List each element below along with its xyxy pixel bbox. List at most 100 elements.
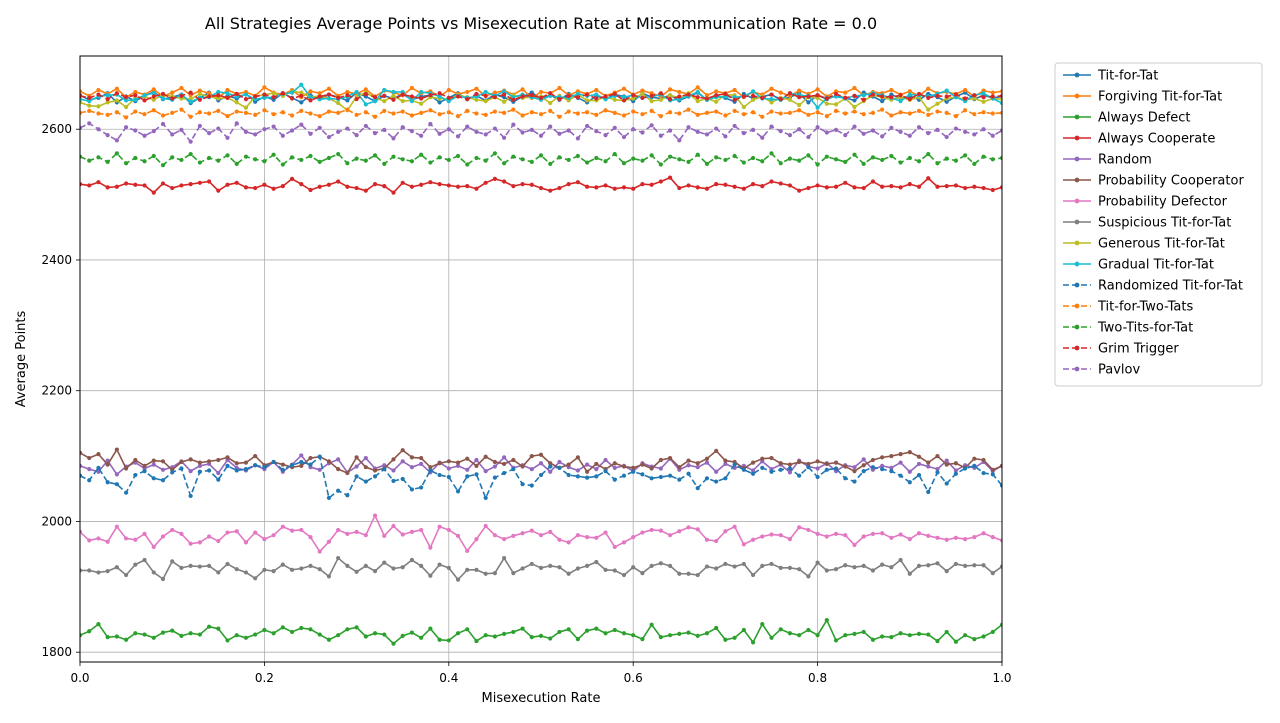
data-point: [852, 152, 857, 157]
data-point: [142, 632, 147, 637]
data-point: [944, 569, 949, 574]
data-point: [944, 629, 949, 635]
data-point: [326, 155, 332, 161]
legend-label: Forgiving Tit-for-Tat: [1098, 90, 1222, 105]
data-point: [944, 134, 949, 140]
data-point: [548, 91, 553, 96]
data-point: [382, 161, 387, 166]
data-point: [455, 184, 461, 189]
data-point: [806, 461, 811, 467]
data-point: [216, 126, 221, 131]
data-point: [981, 110, 986, 115]
data-point: [714, 99, 719, 104]
data-point: [170, 132, 175, 137]
data-point: [124, 536, 129, 541]
data-point: [345, 563, 350, 569]
data-point: [686, 471, 691, 476]
data-point: [916, 91, 922, 97]
data-point: [511, 122, 516, 127]
data-point: [815, 162, 820, 167]
data-point: [179, 93, 184, 98]
data-point: [557, 114, 562, 119]
data-point: [880, 99, 885, 104]
data-point: [953, 92, 959, 97]
data-point: [677, 185, 682, 191]
data-point: [206, 624, 212, 629]
data-point: [502, 110, 507, 115]
data-point: [474, 537, 479, 542]
data-point: [160, 467, 166, 472]
legend-marker: [1074, 366, 1080, 372]
x-tick-label: 0.4: [439, 671, 458, 685]
data-point: [861, 563, 866, 569]
data-point: [981, 185, 986, 191]
data-point: [603, 183, 608, 188]
data-point: [197, 463, 202, 468]
data-point: [308, 89, 313, 94]
data-point: [907, 469, 912, 474]
data-point: [363, 87, 368, 92]
legend-label: Always Defect: [1098, 111, 1191, 126]
data-point: [289, 176, 295, 181]
data-point: [704, 93, 710, 98]
data-point: [714, 155, 719, 160]
data-point: [658, 91, 663, 96]
data-point: [557, 97, 562, 102]
data-point: [216, 96, 221, 101]
data-point: [280, 183, 285, 189]
data-point: [446, 466, 451, 471]
data-point: [225, 95, 230, 100]
data-point: [704, 564, 710, 569]
data-point: [898, 452, 903, 457]
data-point: [465, 162, 470, 167]
data-point: [419, 152, 424, 157]
data-point: [640, 95, 645, 100]
data-point: [345, 89, 350, 95]
data-point: [455, 134, 461, 139]
data-point: [80, 529, 83, 535]
data-point: [400, 180, 405, 185]
data-point: [999, 93, 1002, 98]
data-point: [262, 465, 267, 470]
data-point: [880, 531, 885, 536]
data-point: [483, 495, 488, 501]
data-point: [492, 570, 497, 576]
data-point: [437, 472, 442, 478]
data-point: [981, 99, 986, 104]
data-point: [308, 455, 313, 461]
data-point: [548, 636, 553, 641]
data-point: [114, 184, 119, 189]
data-point: [852, 565, 857, 570]
data-point: [963, 153, 968, 158]
data-point: [225, 463, 230, 468]
data-point: [750, 537, 756, 542]
data-point: [926, 95, 931, 100]
data-point: [80, 89, 83, 94]
data-point: [852, 98, 857, 103]
data-point: [520, 182, 525, 187]
data-point: [234, 468, 239, 473]
data-point: [566, 627, 571, 632]
data-point: [262, 627, 267, 633]
data-point: [612, 568, 617, 573]
data-point: [649, 563, 654, 569]
data-point: [409, 630, 415, 635]
data-point: [483, 571, 488, 576]
data-point: [824, 568, 829, 573]
data-point: [953, 535, 959, 540]
data-point: [179, 85, 184, 91]
data-point: [253, 132, 258, 137]
data-point: [96, 127, 101, 132]
data-point: [990, 467, 995, 472]
data-point: [419, 527, 424, 533]
data-point: [234, 100, 239, 105]
data-point: [105, 133, 110, 138]
data-point: [197, 632, 202, 637]
data-point: [400, 565, 405, 570]
data-point: [206, 534, 212, 539]
data-point: [87, 121, 92, 126]
data-point: [243, 570, 249, 575]
data-point: [216, 626, 221, 631]
data-point: [80, 568, 83, 573]
data-point: [769, 92, 774, 97]
